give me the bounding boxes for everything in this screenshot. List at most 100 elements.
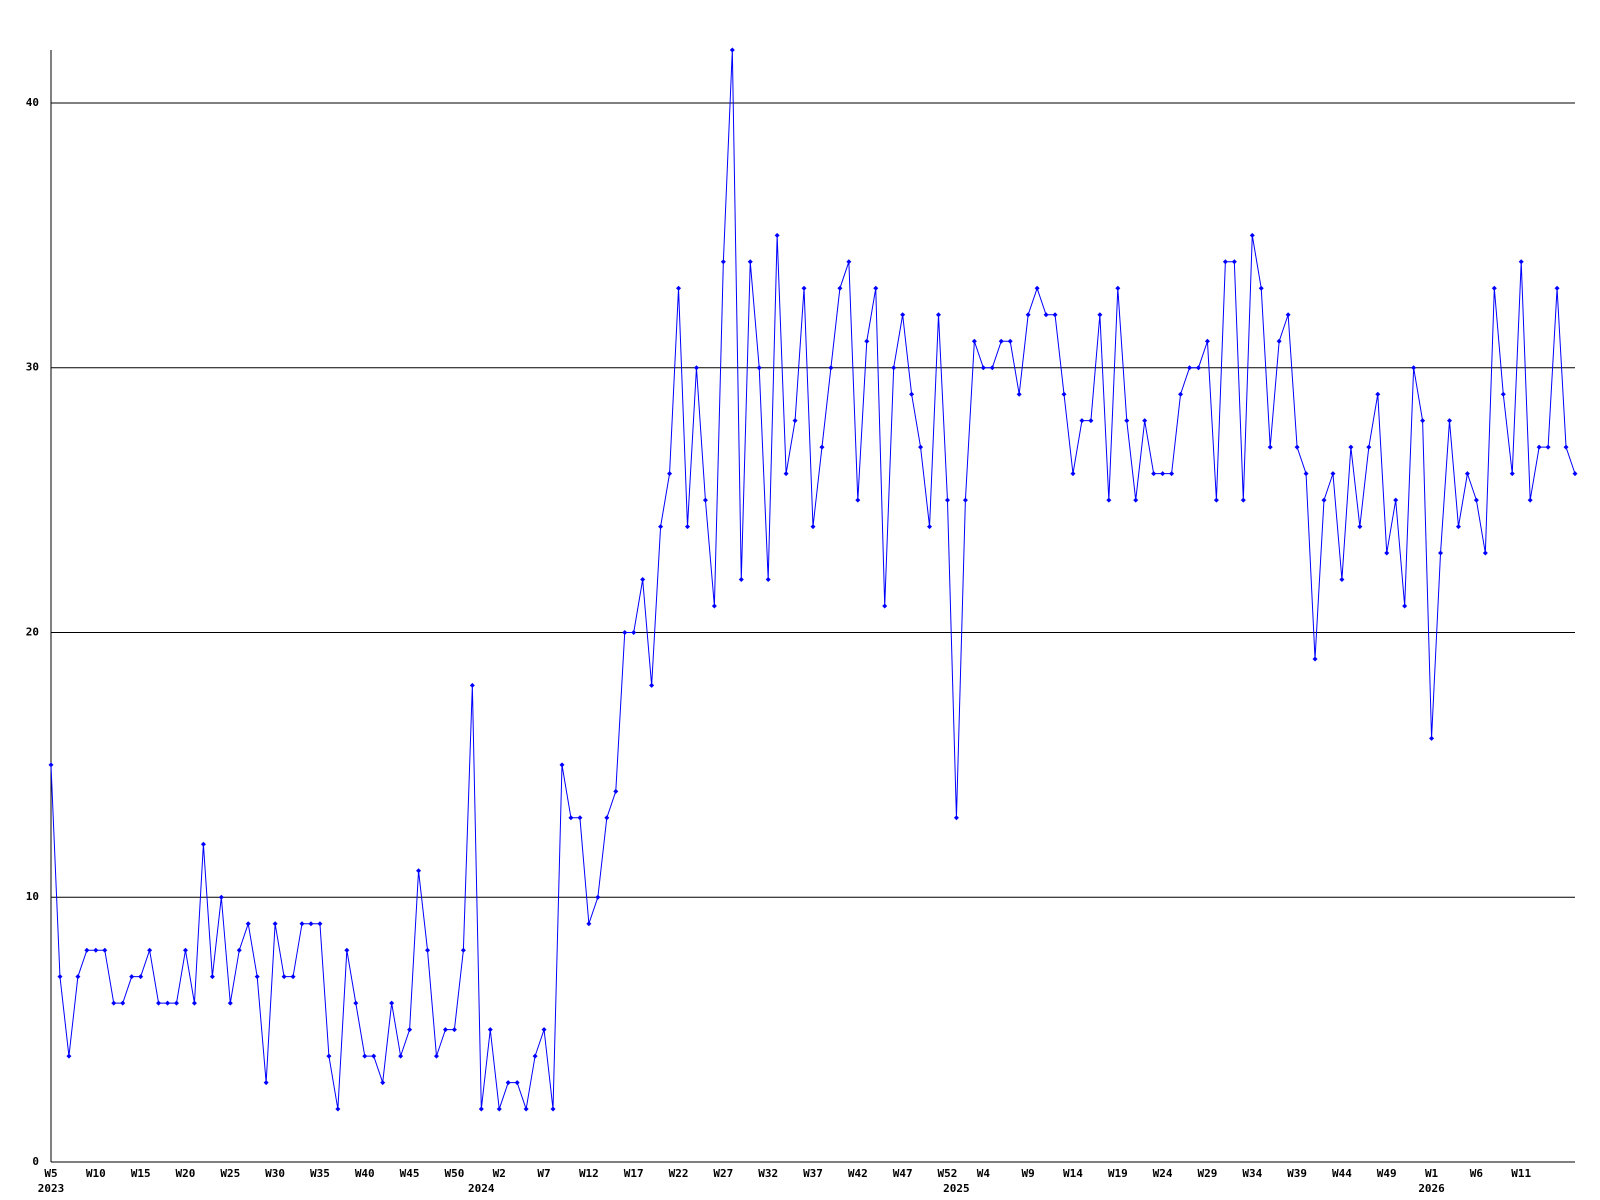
x-tick-label: W7 bbox=[537, 1167, 550, 1180]
x-year-label: 2023 bbox=[38, 1182, 65, 1195]
data-point bbox=[416, 868, 422, 874]
data-point bbox=[425, 947, 431, 953]
data-point bbox=[1213, 497, 1219, 503]
data-point bbox=[936, 312, 942, 318]
data-point bbox=[1222, 259, 1228, 265]
data-point bbox=[335, 1106, 341, 1112]
data-point bbox=[1527, 497, 1533, 503]
data-point bbox=[819, 444, 825, 450]
data-point bbox=[1312, 656, 1318, 662]
data-point bbox=[1429, 735, 1435, 741]
data-point bbox=[1169, 471, 1175, 477]
data-point bbox=[944, 497, 950, 503]
data-point bbox=[720, 259, 726, 265]
data-point bbox=[1554, 285, 1560, 291]
data-point bbox=[989, 365, 995, 371]
x-tick-label: W1 bbox=[1425, 1167, 1439, 1180]
x-tick-label: W52 bbox=[938, 1167, 958, 1180]
x-tick-label: W29 bbox=[1198, 1167, 1218, 1180]
data-point bbox=[810, 524, 816, 530]
data-point bbox=[1518, 259, 1524, 265]
data-point bbox=[281, 974, 287, 980]
data-point bbox=[837, 285, 843, 291]
data-point bbox=[1294, 444, 1300, 450]
data-point bbox=[1115, 285, 1121, 291]
data-point bbox=[1402, 603, 1408, 609]
data-point bbox=[1276, 338, 1282, 344]
data-point bbox=[1446, 418, 1452, 424]
data-point bbox=[218, 894, 224, 900]
data-point bbox=[738, 577, 744, 583]
data-point bbox=[200, 841, 206, 847]
data-point bbox=[75, 974, 81, 980]
x-tick-label: W35 bbox=[310, 1167, 330, 1180]
data-point bbox=[1482, 550, 1488, 556]
data-point bbox=[864, 338, 870, 344]
data-point bbox=[532, 1053, 538, 1059]
data-point bbox=[1384, 550, 1390, 556]
data-point bbox=[182, 947, 188, 953]
data-point bbox=[783, 471, 789, 477]
data-point bbox=[550, 1106, 556, 1112]
data-point bbox=[371, 1053, 377, 1059]
data-point bbox=[1160, 471, 1166, 477]
x-tick-label: W45 bbox=[400, 1167, 420, 1180]
data-point bbox=[138, 974, 144, 980]
data-point bbox=[774, 232, 780, 238]
y-tick-label: 0 bbox=[32, 1155, 39, 1168]
x-year-label: 2026 bbox=[1418, 1182, 1445, 1195]
x-tick-label: W15 bbox=[131, 1167, 151, 1180]
x-tick-label: W4 bbox=[977, 1167, 991, 1180]
data-point bbox=[1438, 550, 1444, 556]
x-tick-label: W14 bbox=[1063, 1167, 1083, 1180]
data-point bbox=[980, 365, 986, 371]
y-tick-label: 30 bbox=[26, 361, 39, 374]
data-point bbox=[1375, 391, 1381, 397]
data-point bbox=[353, 1000, 359, 1006]
x-tick-label: W30 bbox=[265, 1167, 285, 1180]
data-point bbox=[398, 1053, 404, 1059]
data-point bbox=[828, 365, 834, 371]
y-tick-label: 20 bbox=[26, 625, 39, 638]
data-point bbox=[1420, 418, 1426, 424]
y-tick-label: 10 bbox=[26, 890, 39, 903]
data-point bbox=[577, 815, 583, 821]
data-point bbox=[1142, 418, 1148, 424]
data-point bbox=[676, 285, 682, 291]
x-tick-label: W24 bbox=[1153, 1167, 1173, 1180]
x-tick-label: W2 bbox=[493, 1167, 506, 1180]
data-point bbox=[801, 285, 807, 291]
x-year-label: 2025 bbox=[943, 1182, 970, 1195]
x-tick-label: W11 bbox=[1511, 1167, 1531, 1180]
data-point bbox=[918, 444, 924, 450]
data-point bbox=[1231, 259, 1237, 265]
data-point bbox=[1052, 312, 1058, 318]
data-point bbox=[765, 577, 771, 583]
data-point bbox=[478, 1106, 484, 1112]
data-point bbox=[891, 365, 897, 371]
data-point bbox=[1411, 365, 1417, 371]
data-point bbox=[1249, 232, 1255, 238]
data-point bbox=[317, 921, 323, 927]
data-point bbox=[1464, 471, 1470, 477]
x-tick-label: W34 bbox=[1242, 1167, 1262, 1180]
data-point bbox=[254, 974, 260, 980]
data-point bbox=[165, 1000, 171, 1006]
data-point bbox=[1079, 418, 1085, 424]
data-point bbox=[129, 974, 135, 980]
data-line bbox=[50, 49, 1576, 1110]
data-point bbox=[1016, 391, 1022, 397]
data-point bbox=[631, 629, 637, 635]
x-tick-label: W19 bbox=[1108, 1167, 1128, 1180]
data-point bbox=[523, 1106, 529, 1112]
data-point bbox=[102, 947, 108, 953]
data-point bbox=[684, 524, 690, 530]
y-tick-label: 40 bbox=[26, 96, 39, 109]
x-tick-label: W22 bbox=[669, 1167, 689, 1180]
data-point bbox=[1348, 444, 1354, 450]
data-point bbox=[1572, 471, 1578, 477]
x-tick-label: W32 bbox=[758, 1167, 778, 1180]
data-point bbox=[496, 1106, 502, 1112]
x-year-label: 2024 bbox=[468, 1182, 495, 1195]
